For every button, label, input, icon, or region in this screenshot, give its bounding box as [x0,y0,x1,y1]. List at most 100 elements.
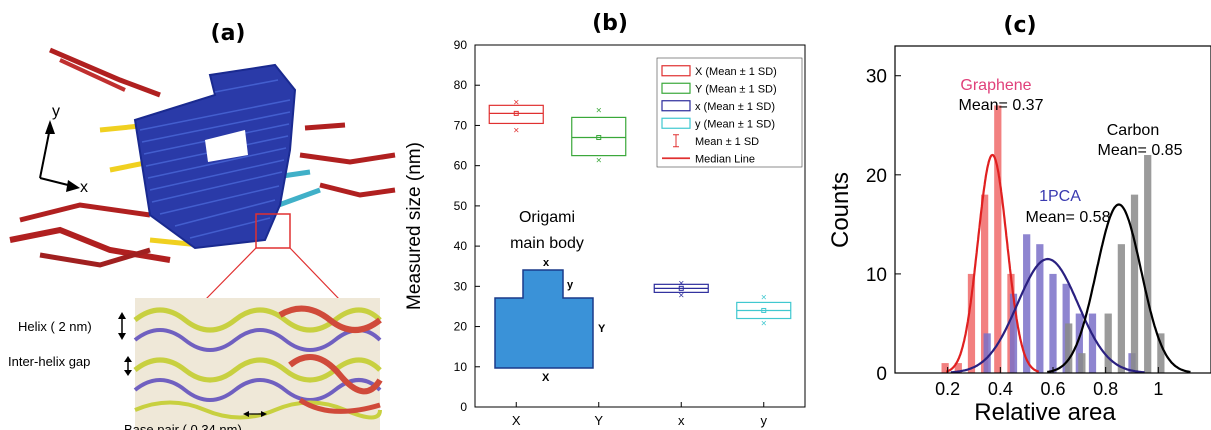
y-tick-label: 20 [866,166,887,187]
bar [1088,313,1097,373]
pca-mean-label: Mean= 0.58 [1026,209,1111,226]
legend-label: y (Mean ± 1 SD) [695,118,775,130]
legend-label: Y (Mean ± 1 SD) [695,83,777,95]
graphene-mean-label: Mean= 0.37 [959,97,1044,114]
bar [1117,244,1125,373]
legend-label: Median Line [695,153,755,165]
bar [1009,293,1018,373]
x-tick-label: 0.2 [935,379,960,399]
strand [299,152,396,165]
y-ticks: 0 10 20 30 40 50 60 70 80 90 [454,38,480,414]
y-tick-label: 60 [454,159,468,173]
mean-marker [513,110,519,116]
carbon-mean-label: Mean= 0.85 [1098,142,1183,159]
y-axis-label: Counts [827,172,854,248]
strand [49,47,161,98]
extreme-marker: × [596,105,602,116]
box [488,104,544,125]
bar [1049,273,1057,373]
x-tick-label: 0.6 [1040,379,1065,399]
graphene-name-label: Graphene [960,77,1031,94]
y-tick-label: 20 [454,320,468,334]
base-pair-annotation: Base pair ( 0.34 nm) [124,422,242,430]
y-tick-label: 70 [454,118,468,132]
panel-b-label: (b) [592,11,628,36]
strand [19,202,151,223]
strand [319,182,396,198]
extreme-marker: × [513,97,519,108]
y-tick-label: 30 [866,67,887,88]
y-tick-label: 80 [454,78,468,92]
extreme-marker: × [513,125,519,136]
plot-frame [474,44,806,408]
y-tick-label: 90 [454,38,468,52]
origami-structure-illustration: y x Helix ( 2 nm) Inter-helix gap Ba [8,47,396,430]
bar [983,333,991,373]
origami-inset: Origami main body x y Y X [494,209,606,384]
strand [39,247,151,268]
arrowhead-icon [243,411,249,417]
extreme-marker: × [678,290,684,301]
x-axis-label: Relative area [974,399,1116,426]
y-tick-label: 0 [876,364,887,385]
y-axis-arrow [39,127,51,179]
bar [1023,234,1031,373]
inset-title-line1: Origami [519,209,575,226]
inset-title-line2: main body [510,235,584,252]
x-tick-label: 1 [1153,379,1163,399]
zoom-box [255,213,291,249]
legend-swatch [661,117,691,129]
x-tick-label: X [512,413,521,428]
zoom-line [204,247,257,301]
axis-y-label: y [52,103,60,120]
mean-marker [678,285,684,291]
panel-a-label: (a) [211,21,246,46]
arrowhead-icon [118,333,126,340]
x-tick-label: y [761,413,768,428]
boxes: ×××××××× [488,97,792,330]
bar [1036,244,1044,373]
y-axis-label: Measured size (nm) [404,142,425,310]
bar [1075,313,1083,373]
box [571,116,627,157]
fit-curve [1047,203,1191,374]
gap-annotation: Inter-helix gap [8,354,90,369]
x-arrowhead-icon [66,180,80,192]
zoom-line [289,247,341,301]
arrowhead-icon [124,370,132,376]
bar [1157,333,1165,373]
helix-annotation: Helix ( 2 nm) [18,319,92,334]
fit-curve [950,257,1145,374]
legend-label: x (Mean ± 1 SD) [695,101,775,113]
x-tick-label: Y [594,413,603,428]
legend-label: X (Mean ± 1 SD) [695,66,777,78]
y-tick-label: 30 [454,279,468,293]
fit-curve [945,153,1040,373]
inset-label-X: X [542,372,550,384]
x-tick-label: x [678,413,685,428]
bar [981,194,989,373]
bar [1104,313,1112,373]
pca-name-label: 1PCA [1039,188,1081,205]
y-tick-label: 10 [454,360,468,374]
mean-marker [761,307,767,313]
x-axis-arrow [39,177,73,187]
y-tick-label: 0 [460,400,467,414]
strand [59,58,126,92]
x-ticks: 0.2 0.4 0.6 0.8 1 [935,367,1163,399]
inset-shape [494,269,594,369]
y-arrowhead-icon [45,120,55,134]
strand [9,226,171,263]
bar [941,363,949,373]
panel-c-label: (c) [1003,13,1036,38]
x-tick-label: 0.4 [988,379,1013,399]
extreme-marker: × [761,319,767,330]
histogram: 0 10 20 30 0.2 0.4 0.6 0.8 1 Counts Relative ar… [827,45,1211,426]
extreme-marker: × [596,156,602,167]
bar [1078,353,1086,373]
legend-swatch [661,100,691,112]
strand [304,122,346,131]
arrowhead-icon [124,356,132,362]
legend-label: Mean ± 1 SD [695,136,759,148]
